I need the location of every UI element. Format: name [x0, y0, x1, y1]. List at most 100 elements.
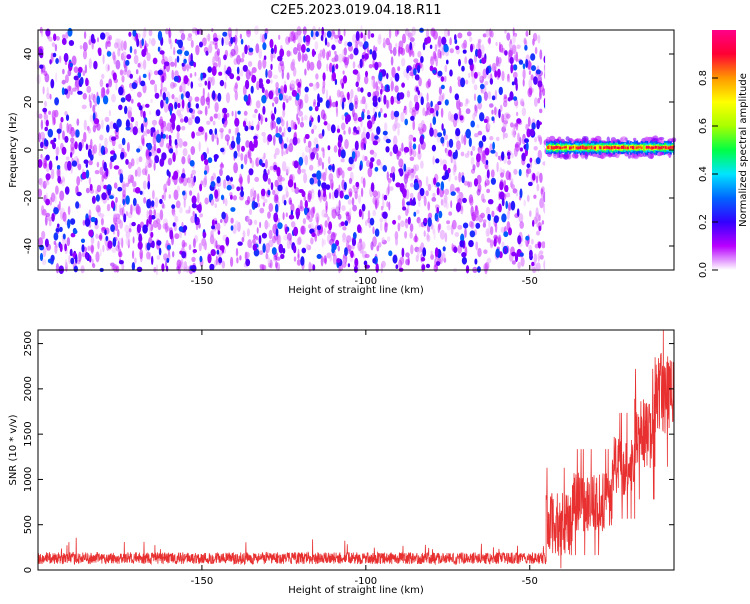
noise-blob [216, 249, 220, 255]
noise-speckle [513, 54, 518, 61]
noise-blob [385, 146, 390, 153]
noise-blob [321, 26, 325, 37]
noise-speckle [400, 220, 405, 228]
noise-speckle [76, 176, 81, 186]
noise-blob [374, 228, 380, 237]
noise-speckle [56, 146, 60, 156]
noise-speckle [277, 217, 280, 224]
noise-blob [357, 116, 363, 122]
noise-speckle [191, 169, 196, 175]
noise-speckle [435, 56, 438, 67]
noise-speckle [422, 107, 426, 116]
noise-speckle [539, 49, 543, 60]
noise-blob [360, 32, 364, 39]
noise-blob [276, 117, 281, 125]
noise-blob [448, 149, 452, 157]
noise-blob [433, 177, 437, 186]
noise-speckle [179, 207, 183, 214]
noise-blob [129, 73, 133, 79]
noise-blob [260, 188, 266, 197]
noise-blob [181, 173, 186, 179]
noise-speckle [220, 219, 223, 223]
noise-blob [325, 184, 331, 190]
noise-speckle [185, 265, 190, 273]
noise-speckle [181, 125, 186, 131]
noise-speckle [381, 237, 385, 243]
noise-speckle [322, 171, 327, 182]
noise-speckle [309, 164, 314, 171]
noise-speckle [148, 156, 152, 167]
signal-cell [651, 146, 653, 150]
noise-blob [474, 258, 478, 265]
noise-blob [275, 228, 279, 237]
signal-cell [670, 145, 672, 149]
noise-speckle [449, 85, 452, 94]
noise-speckle [82, 41, 88, 52]
noise-blob [473, 178, 479, 187]
noise-speckle [191, 256, 196, 262]
noise-blob [277, 222, 283, 230]
noise-blob [440, 136, 445, 144]
noise-blob [393, 110, 400, 118]
noise-speckle [534, 46, 538, 55]
noise-blob [221, 117, 225, 125]
noise-blob [283, 199, 287, 206]
noise-speckle [456, 98, 461, 110]
noise-blob [498, 86, 503, 96]
noise-blob [191, 131, 196, 139]
noise-blob [69, 248, 73, 257]
noise-blob [225, 175, 230, 182]
noise-speckle [291, 186, 295, 193]
noise-speckle [493, 234, 498, 240]
noise-blob [532, 219, 535, 227]
noise-speckle [398, 47, 404, 55]
signal-cell [664, 145, 666, 150]
noise-speckle [127, 162, 132, 169]
signal-cell [560, 145, 563, 151]
noise-blob [183, 58, 187, 64]
noise-speckle [483, 91, 488, 101]
noise-blob [422, 247, 427, 257]
noise-speckle [142, 130, 146, 137]
noise-blob [414, 74, 420, 81]
noise-speckle [283, 127, 286, 137]
noise-blob [39, 48, 43, 59]
noise-speckle [349, 53, 354, 60]
noise-speckle [404, 218, 409, 229]
noise-speckle [296, 113, 299, 121]
noise-speckle [260, 114, 263, 125]
noise-blob [309, 120, 312, 128]
noise-speckle [413, 94, 419, 104]
noise-blob [110, 136, 117, 141]
noise-speckle [327, 156, 331, 165]
noise-speckle [341, 122, 346, 131]
noise-blob [522, 63, 526, 70]
noise-blob [372, 140, 378, 146]
signal-cell [608, 146, 610, 149]
noise-blob [475, 222, 481, 229]
noise-blob [364, 264, 371, 269]
noise-speckle [366, 109, 370, 116]
noise-speckle [275, 261, 278, 269]
noise-blob [118, 104, 123, 111]
noise-speckle [392, 46, 397, 57]
noise-blob [177, 102, 181, 109]
signal-halo [563, 153, 569, 160]
noise-blob [190, 81, 194, 89]
noise-speckle [519, 98, 525, 106]
noise-speckle [283, 151, 286, 156]
noise-blob [166, 169, 170, 177]
noise-speckle [106, 40, 112, 48]
noise-speckle [230, 48, 236, 57]
noise-speckle [253, 219, 258, 225]
noise-blob [248, 47, 254, 53]
noise-speckle [341, 205, 346, 212]
noise-speckle [372, 226, 375, 235]
noise-blob [438, 210, 443, 219]
noise-speckle [409, 231, 413, 239]
noise-speckle [341, 170, 345, 180]
noise-speckle [91, 41, 94, 50]
noise-speckle [390, 77, 393, 82]
noise-blob [171, 204, 176, 209]
noise-speckle [394, 85, 399, 93]
